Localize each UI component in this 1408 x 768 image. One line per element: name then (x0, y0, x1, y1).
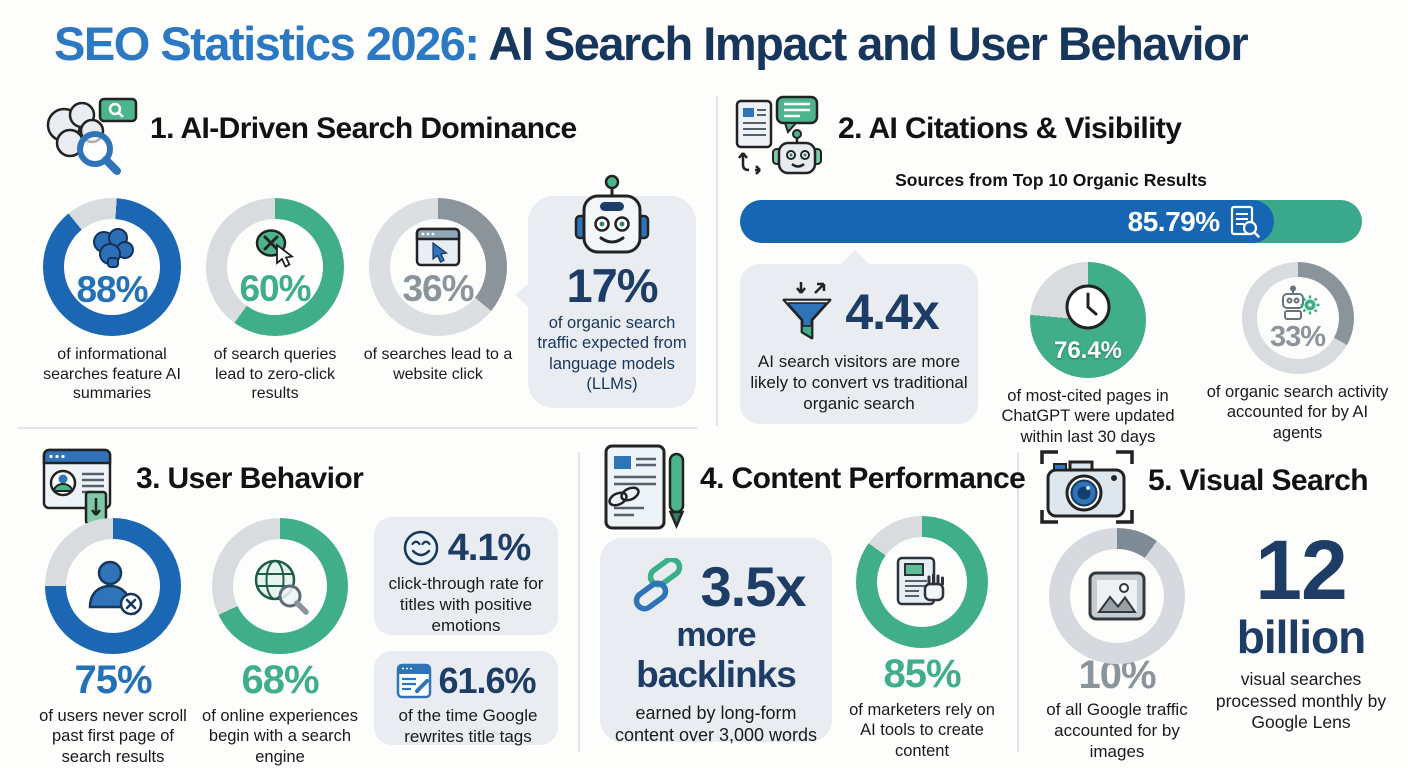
brain-icon (88, 226, 136, 270)
zero-click-icon (251, 227, 299, 269)
section5-title: 5. Visual Search (1148, 464, 1369, 497)
stat-ai-summaries: 88% of informational searches feature AI… (33, 198, 191, 404)
stat-caption: of all Google traffic accounted for by i… (1046, 700, 1188, 761)
stat-chatgpt-pages: 76.4% of most-cited pages in ChatGPT wer… (988, 262, 1188, 447)
donut-chart-88: 88% (43, 198, 181, 336)
doc-hand-icon (894, 556, 950, 608)
stat-caption: visual searches processed monthly by Goo… (1215, 669, 1387, 733)
donut-chart-10 (1049, 528, 1185, 664)
callout-tail (515, 282, 530, 308)
donut-chart-68 (212, 518, 348, 654)
section3-title: 3. User Behavior (136, 462, 364, 495)
stat-value: 3.5x (700, 555, 807, 618)
stat-search-engine-start: 68% of online experiences begin with a s… (194, 518, 366, 767)
stat-caption: of search queries lead to zero-click res… (213, 346, 337, 403)
stat-value: 60% (239, 268, 311, 309)
section1-title: 1. AI-Driven Search Dominance (150, 112, 577, 145)
divider-top-vertical (716, 96, 718, 426)
docs-chat-robot-icon (733, 95, 829, 191)
stat-value: 17% (566, 259, 658, 312)
clock-icon (1063, 282, 1113, 332)
divider-bottom-vertical-1 (578, 452, 580, 752)
page-title: SEO Statistics 2026: AI Search Impact an… (54, 16, 1384, 71)
stat-website-click: 36% of searches lead to a website click (359, 198, 517, 384)
stat-caption: of most-cited pages in ChatGPT were upda… (1001, 387, 1175, 446)
funnel-icon (779, 280, 837, 344)
stat-value: 75% (74, 658, 152, 702)
donut-chart-60: 60% (206, 198, 344, 336)
doc-pen-icon (598, 444, 690, 534)
stat-ai-agents: 33% of organic search activity accounted… (1200, 262, 1395, 443)
divider-bottom-vertical-2 (1017, 452, 1019, 752)
donut-chart-85 (856, 516, 988, 648)
conversion-callout: 4.4x AI search visitors are more likely … (740, 250, 978, 424)
stat-value: 85% (883, 652, 961, 696)
doc-search-icon (1229, 205, 1261, 239)
divider-horizontal (17, 427, 697, 429)
smiley-icon (402, 529, 440, 567)
stat-value: 76.4% (1053, 337, 1123, 364)
stat-caption: of users never scroll past first page of… (39, 707, 187, 766)
browser-scroll-icon (42, 446, 126, 528)
ctr-card: 4.1% click-through rate for titles with … (374, 517, 558, 635)
stat-zero-click: 60% of search queries lead to zero-click… (196, 198, 354, 404)
donut-chart-75 (45, 518, 181, 654)
globe-search-icon (248, 556, 312, 616)
pie-chart-76: 76.4% (1030, 262, 1146, 378)
robot-gear-icon (1276, 285, 1320, 323)
stat-value: 4.4x (845, 284, 939, 340)
stat-never-scroll: 75% of users never scroll past first pag… (28, 518, 198, 767)
stat-caption: of marketers rely on AI tools to create … (849, 701, 995, 760)
stat-word-backlinks: backlinks (636, 654, 797, 695)
page-title-highlight: SEO Statistics 2026: (54, 17, 480, 70)
stat-caption: of organic search traffic expected from … (537, 314, 687, 393)
bar-value: 85.79% (1127, 205, 1220, 237)
camera-icon (1038, 444, 1136, 534)
stat-value: 4.1% (447, 527, 532, 569)
chain-link-icon (627, 558, 691, 616)
stat-caption: earned by long-form content over 3,000 w… (614, 703, 818, 746)
brain-search-icon (38, 95, 142, 177)
bar-label: Sources from Top 10 Organic Results (895, 170, 1207, 190)
stat-word-more: more (676, 616, 756, 654)
doc-edit-icon (396, 663, 432, 699)
stat-caption: of searches lead to a website click (363, 346, 513, 383)
citation-bar: 85.79% (740, 200, 1362, 243)
stat-value: 61.6% (438, 660, 536, 701)
stat-image-traffic: 10% of all Google traffic accounted for … (1040, 528, 1194, 763)
user-x-icon (81, 555, 145, 617)
stat-value: 68% (241, 658, 319, 702)
donut-chart-36: 36% (369, 198, 507, 336)
callout-tail (840, 250, 870, 265)
stat-value: 36% (402, 268, 474, 309)
donut-chart-33: 33% (1241, 262, 1354, 374)
stat-caption: click-through rate for titles with posit… (388, 574, 544, 635)
citation-bar-fill: 85.79% (740, 200, 1274, 243)
browser-click-icon (415, 227, 461, 269)
llm-traffic-callout: 17% of organic search traffic expected f… (515, 174, 696, 408)
section4-title: 4. Content Performance (700, 462, 1026, 495)
stat-caption: of online experiences begin with a searc… (202, 707, 358, 766)
stat-ai-content: 85% of marketers rely on AI tools to cre… (846, 516, 998, 761)
stat-value: 12 (1255, 523, 1347, 617)
page-title-rest: AI Search Impact and User Behavior (478, 17, 1248, 70)
stat-google-lens: 12 billion visual searches processed mon… (1212, 528, 1390, 734)
image-icon (1088, 571, 1146, 621)
stat-value: 33% (1269, 320, 1326, 353)
title-rewrite-card: 61.6% of the time Google rewrites title … (374, 651, 558, 746)
stat-value: 88% (76, 269, 148, 310)
stat-unit: billion (1236, 611, 1366, 663)
robot-icon (574, 174, 650, 258)
stat-caption: AI search visitors are more likely to co… (750, 352, 968, 413)
stat-caption: of organic search activity accounted for… (1206, 383, 1389, 442)
stat-caption: of the time Google rewrites title tags (398, 706, 538, 746)
stat-caption: of informational searches feature AI sum… (43, 346, 181, 403)
backlinks-card: 3.5x more backlinks earned by long-form … (600, 538, 832, 745)
section2-title: 2. AI Citations & Visibility (838, 112, 1182, 145)
